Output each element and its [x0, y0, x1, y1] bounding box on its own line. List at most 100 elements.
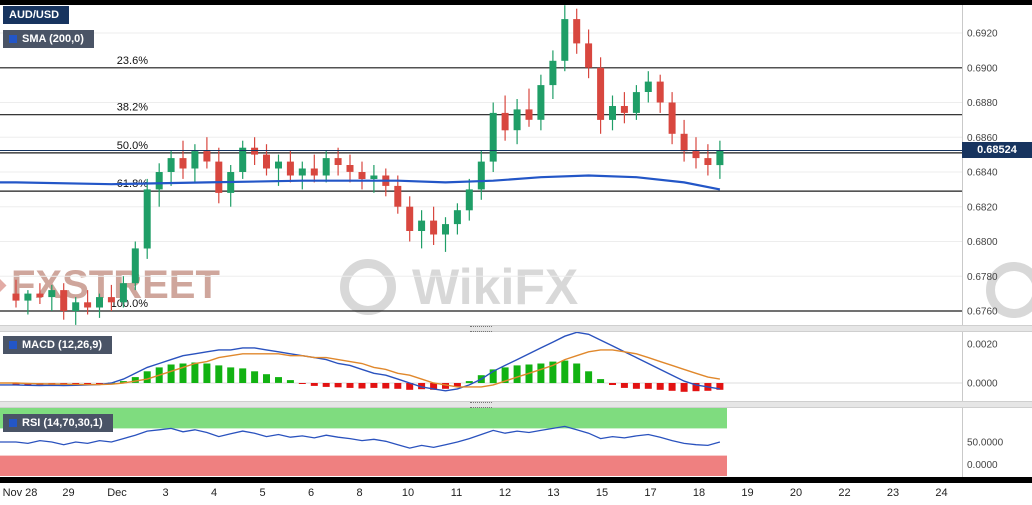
candle: [585, 43, 593, 68]
candle: [525, 109, 533, 120]
sma-line: [0, 174, 721, 191]
price-axis-label: 0.6800: [967, 237, 998, 248]
macd-histogram-bar: [84, 383, 92, 385]
symbol-label-text: AUD/USD: [9, 9, 60, 21]
candle: [72, 302, 80, 311]
price-axis-label: 0.6880: [967, 98, 998, 109]
candle: [620, 106, 628, 113]
macd-histogram-bar: [334, 383, 342, 388]
macd-histogram-bar: [644, 383, 652, 389]
candle: [442, 224, 449, 235]
macd-histogram-bar: [215, 365, 223, 383]
fib-label: 23.6%: [117, 55, 148, 67]
candle: [513, 109, 521, 131]
price-axis-label: 0.6840: [967, 168, 998, 179]
macd-histogram-bar: [310, 383, 318, 386]
fib-label: 50.0%: [117, 140, 148, 152]
candle: [24, 293, 32, 301]
macd-histogram-bar: [191, 362, 199, 383]
candle: [275, 161, 282, 169]
macd-histogram-bar: [561, 360, 569, 383]
rsi-axis-label: 50.0000: [967, 438, 1004, 449]
macd-histogram-bar: [513, 365, 521, 383]
x-axis-label: 4: [211, 487, 217, 499]
price-axis-label: 0.6820: [967, 202, 998, 213]
x-axis-label: 5: [259, 487, 265, 499]
macd-histogram-bar: [298, 383, 306, 384]
candle: [406, 206, 414, 231]
macd-histogram-bar: [632, 383, 640, 389]
macd-histogram-bar: [286, 380, 294, 383]
panel-splitter-rsi[interactable]: [0, 401, 1032, 408]
macd-label-text: MACD (12,26,9): [22, 339, 103, 351]
symbol-label[interactable]: AUD/USD: [3, 6, 70, 24]
macd-histogram-bar: [382, 383, 390, 389]
candle: [131, 248, 139, 284]
x-axis-label: 23: [887, 487, 899, 499]
macd-histogram-bar: [680, 383, 688, 392]
candle: [143, 189, 151, 249]
bottom-border: [0, 477, 1032, 483]
candle: [537, 85, 545, 120]
candle: [561, 19, 569, 61]
candle: [155, 172, 163, 190]
fib-label: 38.2%: [117, 102, 148, 114]
x-axis-label: 24: [935, 487, 947, 499]
x-axis-label: 15: [596, 487, 608, 499]
macd-axis-label: 0.0020: [967, 340, 998, 351]
sma-indicator-label[interactable]: SMA (200,0): [3, 30, 94, 48]
macd-histogram-bar: [406, 383, 414, 390]
macd-histogram-bar: [394, 383, 402, 389]
panel-splitter-macd[interactable]: [0, 325, 1032, 332]
macd-histogram-bar: [549, 361, 557, 384]
candle: [453, 210, 461, 225]
macd-histogram-bar: [239, 368, 247, 383]
x-axis-label: Nov 28: [3, 487, 38, 499]
candle: [191, 151, 199, 169]
macd-histogram-bar: [143, 371, 151, 383]
rsi-line: [0, 425, 721, 449]
candle: [465, 189, 473, 211]
fib-label: 100.0%: [111, 298, 149, 310]
wikifx-watermark: WikiFX: [340, 258, 578, 316]
rsi-axis-label: 0.0000: [967, 460, 998, 471]
candle: [632, 92, 640, 113]
candle: [549, 60, 557, 86]
x-axis-label: 18: [693, 487, 705, 499]
candle: [36, 293, 44, 298]
candle: [680, 133, 688, 152]
macd-histogram-bar: [358, 383, 366, 389]
x-axis-label: 12: [499, 487, 511, 499]
macd-histogram-bar: [716, 383, 724, 390]
macd-histogram-bar: [489, 369, 497, 384]
candle: [215, 161, 223, 193]
macd-histogram-bar: [203, 363, 211, 383]
candle: [286, 161, 294, 176]
price-axis-label: 0.6900: [967, 63, 998, 74]
x-axis-label: 17: [644, 487, 656, 499]
x-axis-label: 22: [838, 487, 850, 499]
macd-signal-line: [0, 349, 721, 388]
rsi-color-swatch: [9, 419, 17, 427]
x-axis-label: 3: [162, 487, 168, 499]
rsi-indicator-label[interactable]: RSI (14,70,30,1): [3, 414, 113, 432]
macd-histogram-bar: [453, 383, 461, 387]
macd-histogram-bar: [430, 383, 438, 390]
splitter-grip-icon: [470, 325, 492, 332]
x-axis-label: 20: [790, 487, 802, 499]
macd-histogram-bar: [620, 383, 628, 388]
macd-histogram-bar: [465, 381, 473, 384]
rsi-overbought-band: [0, 408, 727, 429]
macd-histogram-bar: [370, 383, 378, 388]
macd-histogram-bar: [609, 383, 616, 385]
macd-histogram-bar: [346, 383, 354, 388]
macd-indicator-label[interactable]: MACD (12,26,9): [3, 336, 113, 354]
candle: [12, 293, 20, 301]
candle: [477, 161, 485, 190]
macd-histogram-bar: [668, 383, 676, 391]
candle: [310, 168, 318, 176]
price-axis-label: 0.6920: [967, 29, 998, 40]
candle: [668, 102, 676, 134]
